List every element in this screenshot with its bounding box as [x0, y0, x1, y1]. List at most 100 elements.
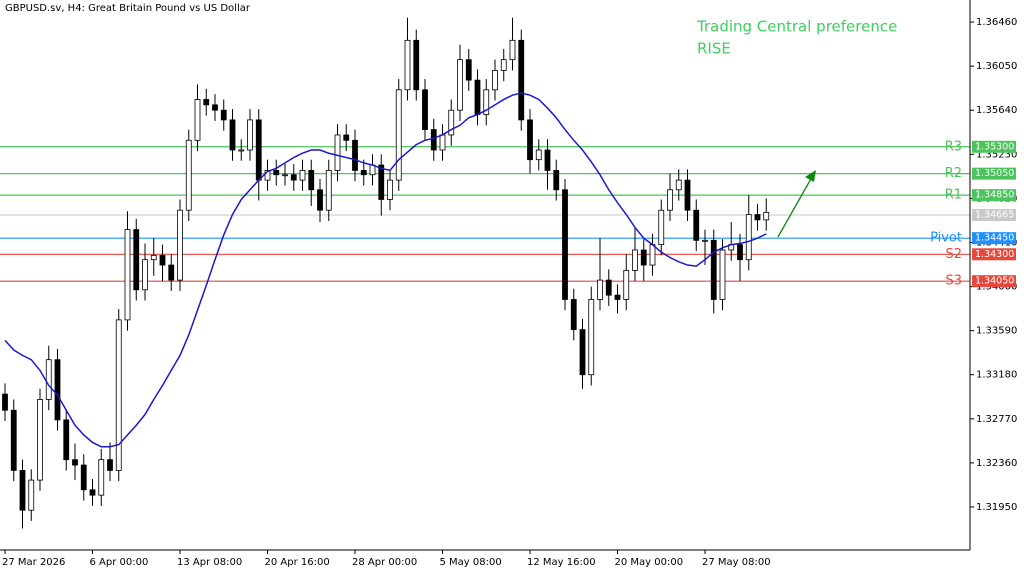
candle-body [439, 134, 446, 151]
candle-body [255, 119, 262, 181]
candle-body [142, 259, 148, 291]
x-tick-label: 20 May 00:00 [615, 557, 684, 568]
candle-body [247, 119, 253, 151]
level-name: R3 [945, 139, 962, 154]
candle-body [518, 39, 525, 121]
candle-body [203, 99, 210, 106]
level-badge [972, 275, 1016, 288]
candle-body [10, 409, 17, 471]
level-badge [972, 189, 1016, 202]
y-tick-label: 1.33180 [976, 370, 1017, 381]
candle-body [37, 399, 43, 481]
candle-body [194, 99, 201, 141]
level-badge [972, 140, 1016, 153]
candle-body [719, 249, 726, 300]
candle-body [264, 170, 271, 181]
candle-body [667, 189, 673, 211]
y-tick-label: 1.35640 [976, 105, 1017, 116]
candle-body [238, 149, 245, 152]
candle-body [422, 89, 428, 130]
forecast-arrow [777, 176, 813, 238]
candle-body [334, 134, 341, 171]
candle-body [457, 59, 463, 111]
candle-body [474, 79, 481, 115]
candle-body [509, 39, 516, 61]
candle-body [220, 109, 227, 121]
candle-body [229, 119, 236, 151]
x-tick-label: 28 Apr 00:00 [352, 557, 417, 568]
candle-body [72, 459, 78, 466]
price-badge [972, 209, 1016, 222]
candle-body [159, 254, 166, 266]
candle-body [19, 470, 26, 511]
level-badge-label: 1.34850 [975, 190, 1014, 201]
candle-body [325, 170, 332, 211]
candle-body [605, 279, 612, 296]
level-name: Pivot [930, 231, 962, 246]
candle-body [378, 164, 385, 200]
level-badge [972, 232, 1016, 245]
level-badge-label: 1.34050 [975, 276, 1014, 287]
x-tick-label: 20 Apr 16:00 [265, 557, 330, 568]
annotation: Trading Central preference [696, 18, 897, 36]
y-tick-label: 1.36050 [976, 61, 1017, 72]
candle-body [553, 170, 560, 191]
candle-body [658, 209, 665, 246]
level-badge-label: 1.34300 [975, 249, 1014, 260]
candle-body [369, 164, 376, 176]
candle-body [299, 170, 306, 181]
moving-average [4, 92, 767, 448]
candle-body [107, 459, 113, 471]
candle-body [28, 479, 35, 511]
candle-body [640, 249, 647, 266]
x-tick-label: 5 May 08:00 [440, 557, 502, 568]
x-tick-label: 13 Apr 08:00 [177, 557, 242, 568]
candle-body [273, 170, 280, 176]
level-badge-label: 1.34450 [975, 233, 1014, 244]
candle-body [282, 174, 288, 177]
candle-body [387, 179, 393, 200]
candle-body [745, 214, 752, 261]
candle-body [535, 149, 542, 161]
candle-body [570, 299, 577, 330]
candle-body [763, 211, 770, 221]
candle-body [395, 89, 402, 181]
candle-body [413, 39, 420, 91]
candle-body [290, 174, 297, 181]
annotation: RISE [697, 40, 731, 58]
candle-body [98, 459, 105, 496]
level-badge-label: 1.35050 [975, 168, 1014, 179]
y-tick-label: 1.33590 [976, 326, 1017, 337]
candle-body [404, 39, 411, 91]
candle-body [684, 179, 691, 211]
y-tick-label: 1.32360 [976, 458, 1017, 469]
candle-body [185, 139, 192, 211]
x-tick-label: 6 Apr 00:00 [90, 557, 149, 568]
candle-body [754, 214, 761, 221]
candle-body [675, 179, 682, 191]
candle-body [352, 139, 358, 171]
candle-body [45, 359, 52, 400]
candle-body [465, 59, 472, 81]
candle-body [527, 119, 533, 161]
candle-body [150, 254, 157, 261]
price-badge-label: 1.34665 [975, 210, 1014, 221]
candle-body [2, 393, 8, 411]
level-name: S2 [945, 247, 962, 262]
chart-title: GBPUSD.sv, H4: Great Britain Pound vs US… [5, 3, 251, 14]
candle-body [115, 319, 122, 471]
candle-body [702, 239, 708, 242]
candle-body [737, 244, 743, 261]
level-badge [972, 248, 1016, 261]
candle-body [89, 489, 96, 496]
candle-body [343, 134, 350, 141]
candle-body [562, 189, 568, 300]
candle-body [80, 464, 87, 491]
y-tick-label: 1.31950 [976, 502, 1017, 513]
y-tick-label: 1.32770 [976, 414, 1017, 425]
candle-body [133, 229, 140, 291]
candle-body [308, 170, 315, 191]
candle-body [623, 270, 630, 300]
level-badge [972, 167, 1016, 180]
candle-body [649, 244, 656, 266]
